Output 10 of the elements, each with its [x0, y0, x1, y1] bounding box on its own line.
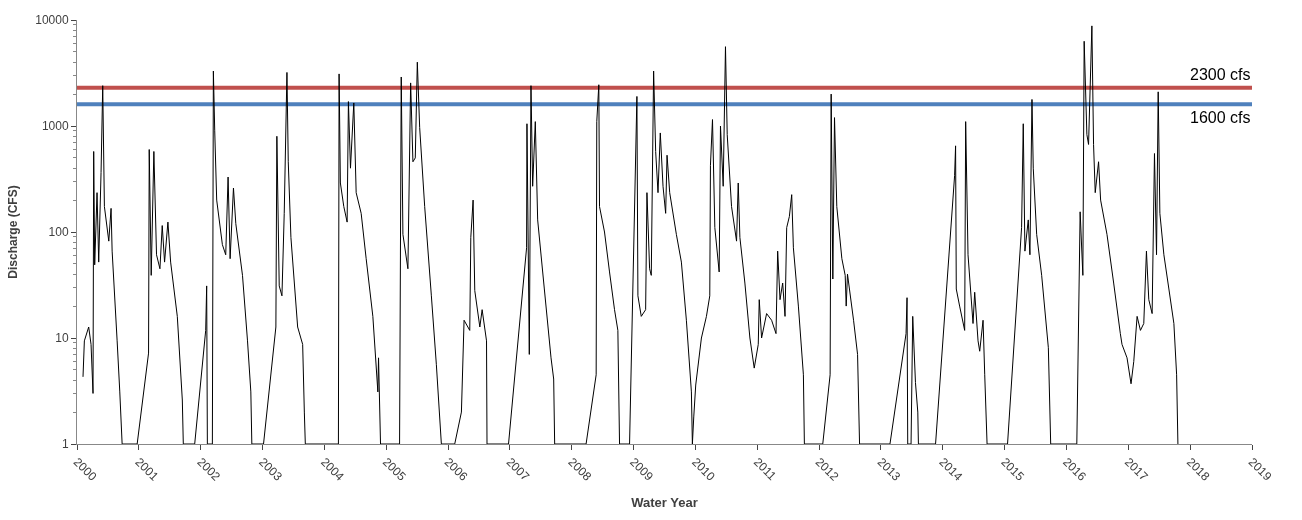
y-axis-title: Discharge (CFS)	[5, 185, 20, 279]
y-tick-label: 10	[55, 331, 69, 346]
y-tick-label: 1	[61, 437, 69, 452]
x-axis-title: Water Year	[631, 495, 698, 511]
ref-line-label: 2300 cfs	[1190, 66, 1251, 83]
ref-line-label: 1600 cfs	[1190, 109, 1251, 126]
y-tick-label: 10000	[35, 13, 69, 28]
y-tick-label: 100	[48, 225, 69, 240]
y-tick-label: 1000	[41, 119, 69, 134]
line-series	[82, 25, 1179, 444]
